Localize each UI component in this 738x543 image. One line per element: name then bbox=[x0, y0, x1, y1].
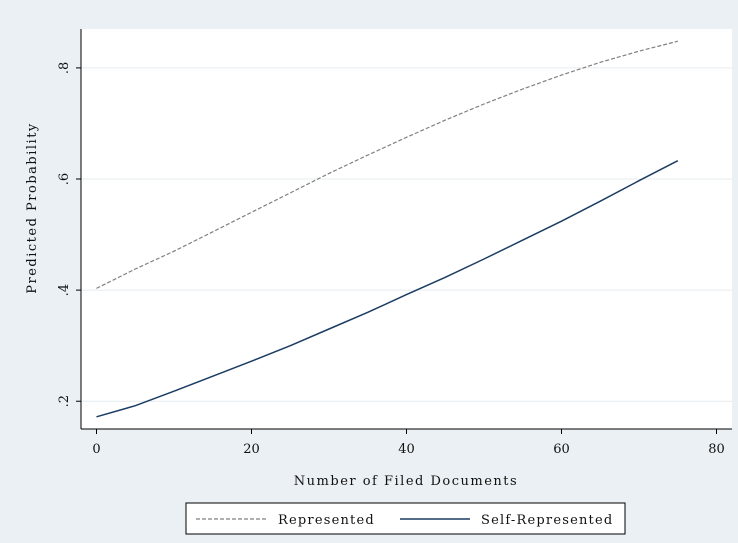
x-tick-label-0: 0 bbox=[92, 442, 100, 457]
y-tick-label-2: .6 bbox=[57, 173, 72, 185]
y-axis-title: Predicted Probability bbox=[25, 122, 40, 294]
y-tick-label-0: .2 bbox=[57, 395, 72, 407]
legend-label-self-represented: Self-Represented bbox=[481, 513, 613, 528]
legend: Represented Self-Represented bbox=[185, 502, 626, 535]
legend-label-represented: Represented bbox=[278, 513, 375, 528]
gridlines bbox=[81, 67, 732, 402]
plot-area bbox=[81, 29, 732, 429]
x-tick-label-1: 20 bbox=[243, 442, 260, 457]
y-axis-ticks: .2 .4 .6 .8 bbox=[57, 62, 81, 407]
series-layer bbox=[96, 40, 679, 418]
x-tick-label-4: 80 bbox=[708, 442, 725, 457]
x-axis-ticks: 0 20 40 60 80 bbox=[92, 429, 725, 457]
y-tick-label-3: .8 bbox=[57, 62, 72, 74]
x-axis-title: Number of Filed Documents bbox=[294, 474, 518, 489]
x-tick-label-3: 60 bbox=[553, 442, 570, 457]
x-tick-label-2: 40 bbox=[398, 442, 415, 457]
y-tick-label-1: .4 bbox=[57, 284, 72, 296]
series-line-self-represented bbox=[96, 160, 679, 418]
